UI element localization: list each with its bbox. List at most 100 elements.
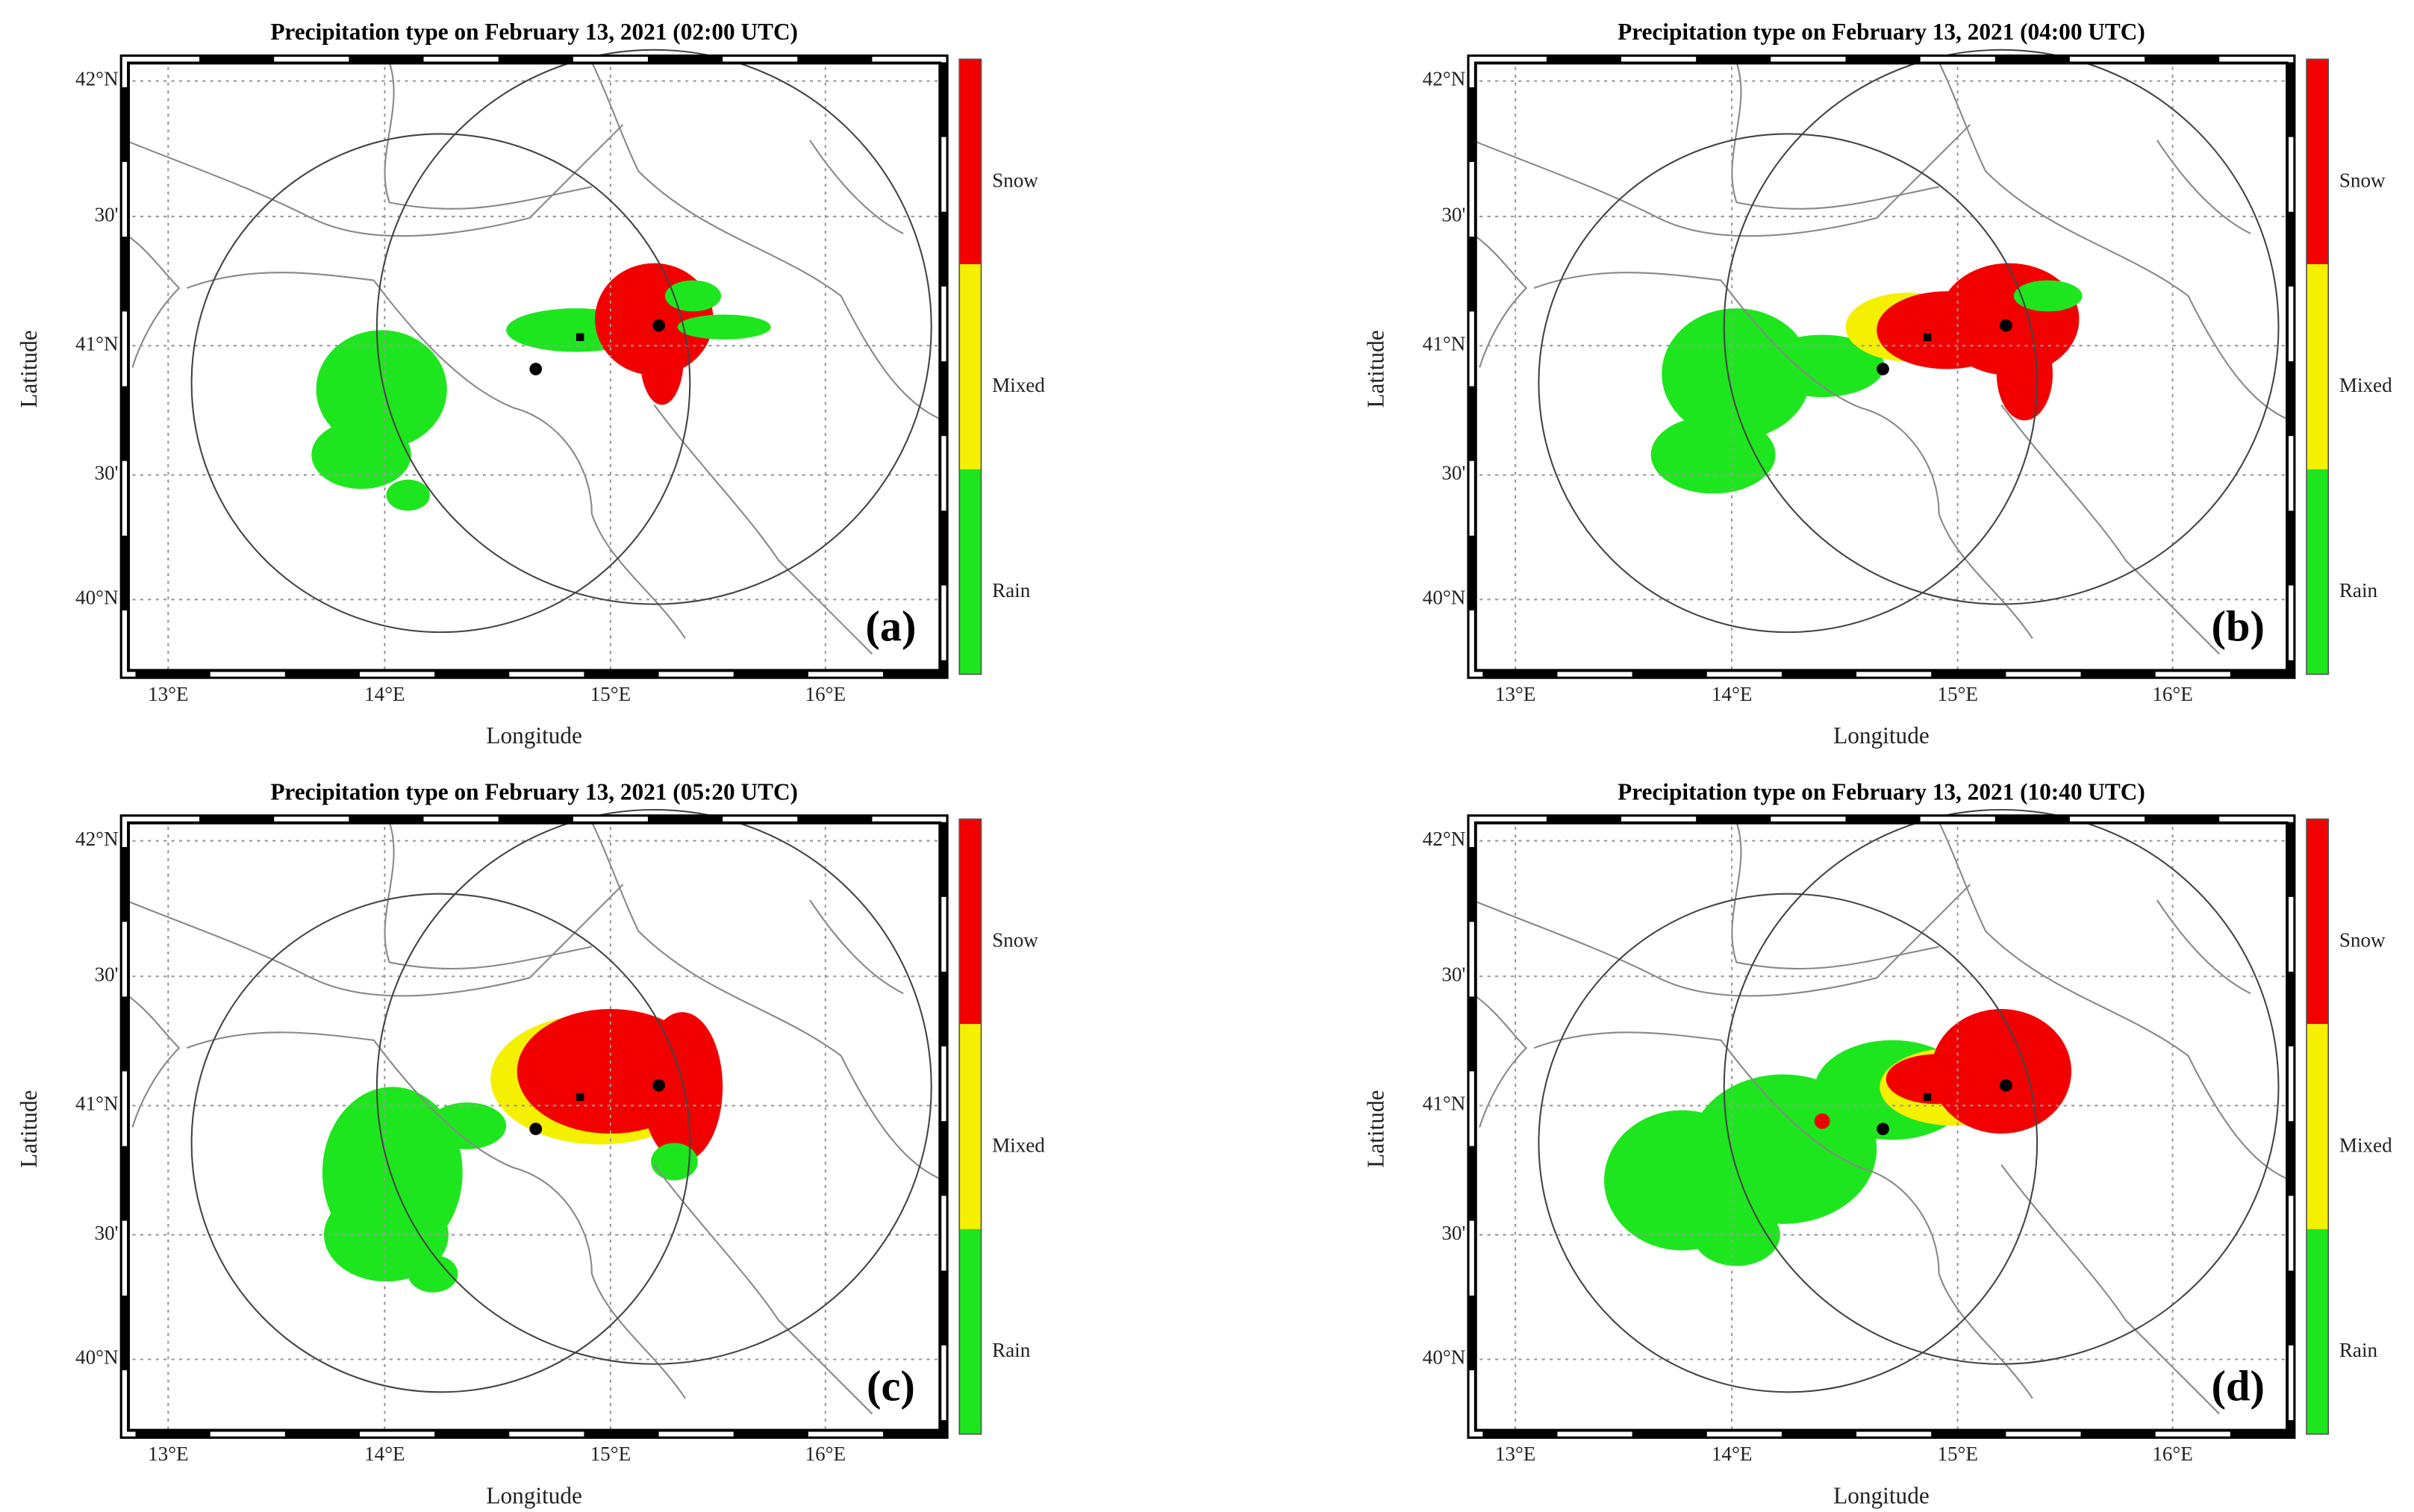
border-line [1938, 822, 2292, 1181]
x-axis-label: Longitude [486, 1482, 582, 1508]
colorbar-label: Snow [992, 169, 1038, 191]
radar-site [529, 1122, 543, 1136]
precip-area [428, 1102, 507, 1149]
precip-area [640, 311, 684, 405]
precip-area [641, 1012, 723, 1162]
border-line [1471, 124, 1971, 237]
precip-area [1931, 1009, 2071, 1134]
border-line [1938, 62, 2292, 422]
precip-area [386, 479, 430, 511]
border-line [1533, 1031, 2033, 1399]
colorbar-label: Rain [2339, 579, 2378, 602]
station [1923, 1093, 1932, 1102]
border-line [1471, 884, 1971, 997]
border-line [809, 140, 904, 234]
colorbar-label: Rain [2339, 1339, 2378, 1361]
y-tick-label: 30' [1441, 203, 1465, 225]
border-line [1731, 62, 1939, 210]
radar-range [375, 49, 932, 605]
x-tick-label: 15°E [1937, 1443, 1978, 1465]
precip-area [1814, 1113, 1830, 1129]
border-line [187, 1031, 686, 1399]
panel-label: (a) [865, 602, 916, 650]
border-line [124, 884, 624, 997]
colorbar-frame [2306, 818, 2330, 1435]
colorbar-frame [958, 58, 982, 675]
y-tick-label: 40°N [1423, 587, 1466, 609]
precip-area [664, 280, 722, 312]
x-tick-label: 16°E [805, 683, 846, 705]
radar-site [1877, 1122, 1889, 1136]
x-tick-label: 15°E [1937, 683, 1978, 705]
x-tick-label: 16°E [2152, 683, 2193, 705]
colorbar-segment [2307, 1228, 2329, 1434]
y-tick-label: 41°N [1423, 1093, 1466, 1115]
y-tick-label: 40°N [1423, 1346, 1466, 1369]
panel-label: (c) [867, 1362, 915, 1411]
y-tick-label: 40°N [75, 587, 119, 609]
colorbar-segment [959, 59, 982, 265]
x-tick-label: 13°E [148, 1443, 189, 1465]
precip-area [2013, 280, 2083, 312]
y-tick-label: 40°N [75, 1346, 119, 1369]
station [576, 333, 584, 341]
precip-area [1662, 308, 1812, 440]
border-line [384, 62, 593, 210]
map-frame-pattern [122, 57, 946, 677]
colorbar-label: Mixed [992, 1134, 1045, 1156]
colorbar-segment [2307, 1024, 2329, 1229]
colorbar-label: Rain [992, 579, 1031, 602]
colorbar-segment [2307, 469, 2329, 675]
y-tick-label: 41°N [75, 332, 119, 354]
precip-area [408, 1255, 458, 1293]
y-tick-label: 30' [1441, 1222, 1465, 1244]
colorbar-label: Rain [992, 1339, 1031, 1361]
radar-range [1723, 808, 2280, 1365]
radar-range [190, 133, 691, 634]
y-tick-label: 30' [95, 203, 119, 225]
map-frame-inner [1476, 63, 2287, 671]
radar-site [652, 319, 665, 332]
y-tick-label: 42°N [75, 68, 119, 90]
precip-area [1650, 416, 1776, 494]
precip-area [677, 314, 771, 340]
panel: Precipitation type on February 13, 2021 … [16, 19, 1045, 749]
colorbar-label: Mixed [992, 374, 1045, 396]
panel: Precipitation type on February 13, 2021 … [1363, 778, 2392, 1508]
x-axis-label: Longitude [1833, 1482, 1930, 1508]
x-tick-label: 15°E [590, 683, 631, 705]
border-line [187, 272, 686, 640]
map-frame-pattern [1469, 816, 2294, 1437]
colorbar-frame [2306, 58, 2330, 675]
radar-site [529, 363, 543, 375]
colorbar-frame [958, 818, 982, 1435]
map-frame-inner [128, 822, 940, 1431]
radar-range [190, 893, 691, 1393]
map-frame-pattern [1469, 57, 2294, 677]
radar-site [1877, 363, 1889, 375]
map-frame-pattern [122, 816, 946, 1437]
colorbar-segment [959, 264, 982, 469]
x-tick-label: 13°E [1495, 683, 1536, 705]
panel-title: Precipitation type on February 13, 2021 … [1618, 19, 2145, 45]
y-tick-label: 42°N [1423, 828, 1466, 850]
colorbar-segment [959, 1024, 982, 1229]
y-tick-label: 42°N [75, 828, 119, 850]
y-tick-label: 41°N [1423, 332, 1466, 354]
y-tick-label: 41°N [75, 1093, 119, 1115]
y-tick-label: 42°N [1423, 68, 1466, 90]
panel-title: Precipitation type on February 13, 2021 … [270, 19, 798, 45]
border-line [653, 404, 873, 655]
x-tick-label: 16°E [2152, 1443, 2193, 1465]
colorbar-label: Snow [992, 929, 1038, 952]
radar-range [1723, 49, 2280, 605]
panel: Precipitation type on February 13, 2021 … [1363, 19, 2392, 749]
border-line [1471, 233, 1528, 368]
colorbar-segment [2307, 264, 2329, 469]
colorbar-label: Mixed [2339, 1134, 2392, 1156]
colorbar-segment [959, 469, 982, 675]
map-frame-inner [128, 63, 940, 671]
border-line [809, 899, 904, 995]
colorbar-label: Snow [2339, 929, 2386, 952]
